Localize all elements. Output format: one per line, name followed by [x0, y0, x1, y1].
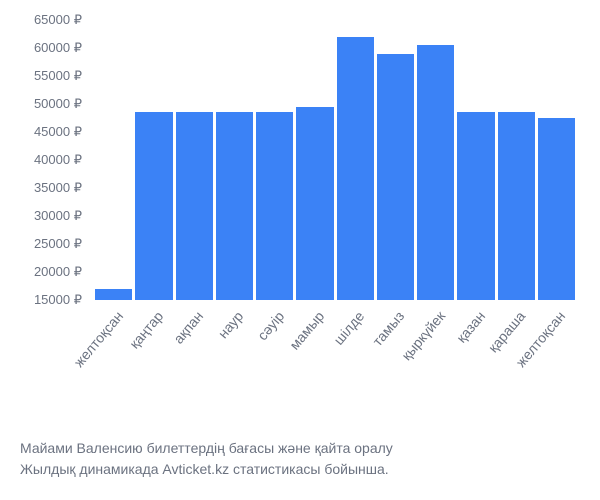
x-label-slot: наур — [216, 308, 253, 428]
caption-line-1: Майами Валенсию билеттердің бағасы және … — [20, 438, 590, 459]
chart-caption: Майами Валенсию билеттердің бағасы және … — [20, 438, 590, 480]
x-tick-label: желтоқсан — [70, 308, 126, 370]
x-tick-label: наур — [215, 308, 247, 341]
bar — [538, 118, 575, 300]
bar — [417, 45, 454, 300]
x-tick-label: тамыз — [370, 308, 408, 349]
bar — [337, 37, 374, 300]
x-label-slot: сәуір — [256, 308, 293, 428]
bar — [296, 107, 333, 300]
y-tick-label: 25000 ₽ — [34, 236, 82, 252]
x-label-slot: қыркүйек — [417, 308, 454, 428]
x-label-slot: қаңтар — [135, 308, 172, 428]
x-label-slot: қазан — [457, 308, 494, 428]
plot-area — [95, 20, 575, 300]
y-tick-label: 20000 ₽ — [34, 264, 82, 280]
y-tick-label: 60000 ₽ — [34, 40, 82, 56]
y-tick-label: 65000 ₽ — [34, 12, 82, 28]
x-tick-label: шілде — [330, 308, 367, 348]
bar — [498, 112, 535, 300]
caption-line-2: Жылдық динамикада Avticket.kz статистика… — [20, 459, 590, 480]
y-tick-label: 50000 ₽ — [34, 96, 82, 112]
bar — [457, 112, 494, 300]
x-label-slot: тамыз — [377, 308, 414, 428]
bar — [176, 112, 213, 300]
bar — [256, 112, 293, 300]
bar — [95, 289, 132, 300]
y-tick-label: 55000 ₽ — [34, 68, 82, 84]
y-tick-label: 30000 ₽ — [34, 208, 82, 224]
price-chart: 65000 ₽60000 ₽55000 ₽50000 ₽45000 ₽40000… — [20, 20, 580, 310]
bar — [135, 112, 172, 300]
y-tick-label: 15000 ₽ — [34, 292, 82, 308]
x-tick-label: қазан — [453, 308, 488, 346]
y-tick-label: 45000 ₽ — [34, 124, 82, 140]
x-axis: желтоқсанқаңтарақпаннаурсәуірмамыршілдет… — [95, 308, 575, 428]
bar — [216, 112, 253, 300]
x-tick-label: сәуір — [254, 308, 287, 343]
x-label-slot: ақпан — [176, 308, 213, 428]
x-label-slot: желтоқсан — [95, 308, 132, 428]
y-tick-label: 35000 ₽ — [34, 180, 82, 196]
x-label-slot: қараша — [498, 308, 535, 428]
bar — [377, 54, 414, 300]
x-label-slot: шілде — [337, 308, 374, 428]
x-tick-label: ақпан — [170, 308, 206, 347]
y-axis: 65000 ₽60000 ₽55000 ₽50000 ₽45000 ₽40000… — [20, 20, 90, 300]
x-label-slot: мамыр — [296, 308, 333, 428]
y-tick-label: 40000 ₽ — [34, 152, 82, 168]
x-label-slot: желтоқсан — [538, 308, 575, 428]
